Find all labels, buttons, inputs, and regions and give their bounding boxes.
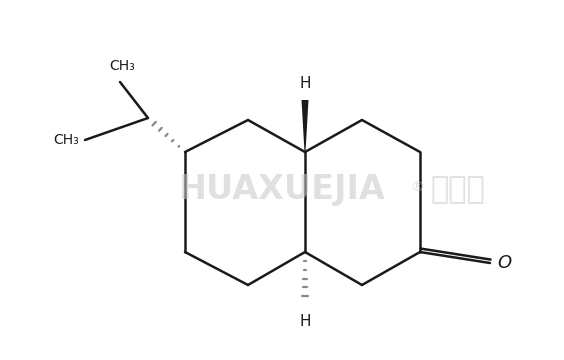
Text: 化学加: 化学加 xyxy=(430,175,484,204)
Text: H: H xyxy=(299,314,311,329)
Text: CH₃: CH₃ xyxy=(109,59,135,73)
Text: ®: ® xyxy=(410,181,424,195)
Text: CH₃: CH₃ xyxy=(53,133,79,147)
Text: HUAXUEJIA: HUAXUEJIA xyxy=(179,174,385,207)
Text: H: H xyxy=(299,76,311,91)
Text: O: O xyxy=(497,254,511,272)
Polygon shape xyxy=(302,100,309,152)
